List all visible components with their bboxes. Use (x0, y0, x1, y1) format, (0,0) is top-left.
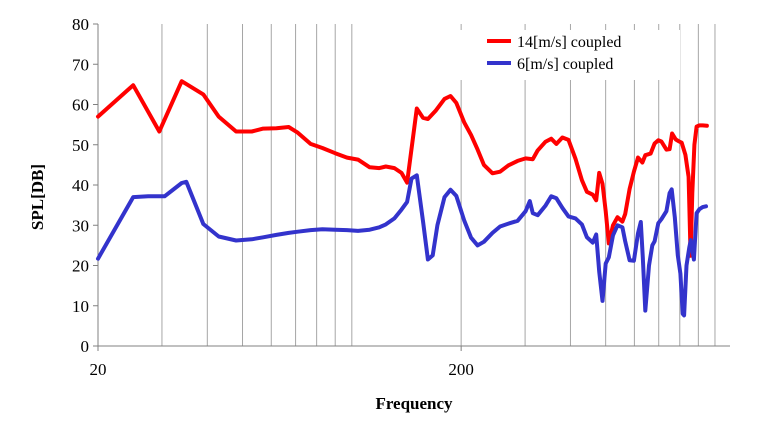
y-tick-label: 40 (72, 176, 89, 195)
x-tick-label: 200 (448, 360, 474, 379)
y-axis-title: SPL[DB] (28, 164, 47, 230)
x-axis-title: Frequency (375, 394, 453, 413)
y-tick-label: 70 (72, 55, 89, 74)
series-line-2 (96, 173, 708, 318)
y-tick-label: 10 (72, 297, 89, 316)
y-tick-labels: 0 10 20 30 40 50 60 70 80 (72, 15, 98, 356)
y-tick-label: 20 (72, 257, 89, 276)
y-tick-label: 0 (81, 337, 90, 356)
series-lines (96, 79, 709, 318)
y-tick-label: 80 (72, 15, 89, 34)
legend-background (432, 30, 680, 80)
legend-label-series-1: 14[m/s] coupled (517, 34, 621, 51)
series-line-1 (96, 79, 709, 258)
y-tick-label: 30 (72, 216, 89, 235)
y-tick-label: 50 (72, 136, 89, 155)
legend: 14[m/s] coupled 6[m/s] coupled (432, 30, 680, 80)
x-tick-labels: 20 200 (90, 346, 474, 379)
x-tick-label: 20 (90, 360, 107, 379)
y-tick-label: 60 (72, 96, 89, 115)
legend-label-series-2: 6[m/s] coupled (517, 56, 613, 73)
